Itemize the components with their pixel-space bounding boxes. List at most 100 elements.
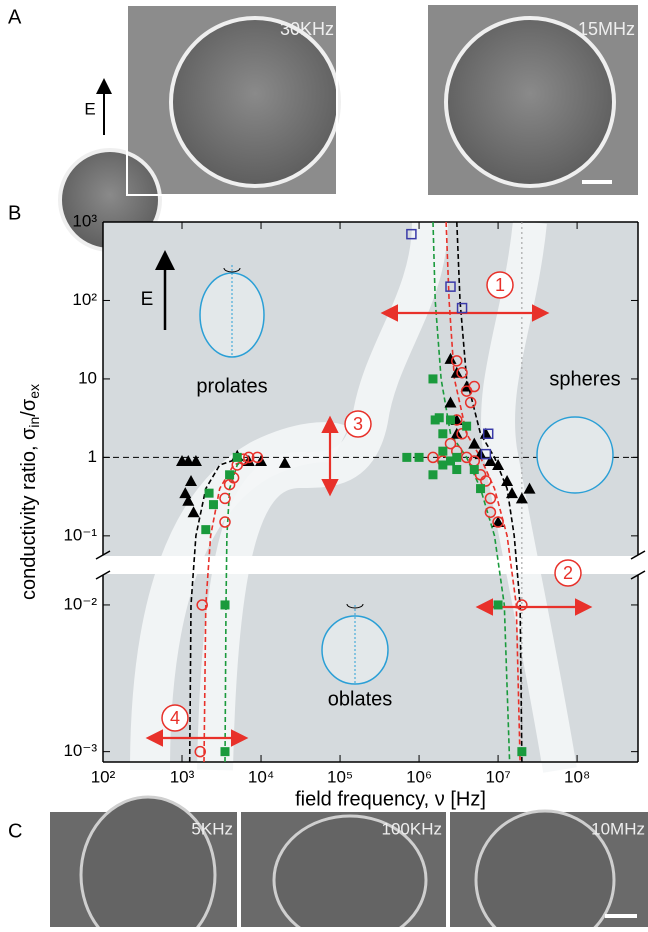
image-label: 5KHz bbox=[191, 819, 233, 838]
point bbox=[196, 599, 208, 611]
point bbox=[444, 396, 457, 408]
point bbox=[185, 475, 198, 487]
panel-label: A bbox=[8, 6, 22, 28]
annotation-label: 4 bbox=[170, 708, 180, 728]
point bbox=[427, 451, 439, 464]
point bbox=[208, 500, 218, 510]
x-tick-label: 10⁸ bbox=[564, 767, 590, 786]
panel-label: C bbox=[8, 820, 22, 842]
x-tick-label: 10² bbox=[91, 767, 116, 786]
point bbox=[452, 465, 462, 475]
point bbox=[505, 487, 518, 499]
point bbox=[484, 506, 497, 518]
point bbox=[444, 352, 457, 364]
point bbox=[480, 475, 492, 487]
region-label: oblates bbox=[328, 688, 393, 710]
point bbox=[438, 460, 448, 470]
axis-break bbox=[630, 550, 646, 560]
point bbox=[182, 454, 195, 466]
annotation-circle bbox=[486, 271, 514, 299]
point bbox=[402, 452, 412, 462]
field-label: E bbox=[84, 99, 95, 118]
y-tick-label: 10² bbox=[72, 290, 97, 309]
annotation-circle bbox=[344, 410, 372, 438]
point bbox=[446, 456, 456, 466]
point bbox=[219, 492, 231, 505]
point bbox=[243, 451, 255, 464]
image-label: 10MHz bbox=[591, 819, 645, 838]
axis-break bbox=[95, 570, 111, 580]
point bbox=[251, 451, 264, 464]
point bbox=[189, 454, 202, 466]
y-tick-label: 10⁻² bbox=[63, 594, 97, 613]
point bbox=[479, 427, 492, 439]
point bbox=[523, 482, 536, 494]
point bbox=[220, 600, 230, 610]
annotation-label: 3 bbox=[353, 414, 363, 434]
point bbox=[452, 452, 462, 462]
y-tick-label: 10⁻¹ bbox=[63, 525, 97, 544]
micrograph bbox=[428, 5, 638, 195]
y-tick-label: 10⁻³ bbox=[63, 741, 97, 760]
image-label: 100KHz bbox=[382, 819, 442, 838]
point bbox=[232, 452, 242, 462]
point bbox=[219, 516, 231, 528]
y-axis-label-part: conductivity ratio, σ bbox=[18, 427, 40, 600]
x-axis-label: field frequency, ν [Hz] bbox=[295, 788, 486, 810]
field-label: E bbox=[141, 289, 154, 310]
point bbox=[414, 452, 424, 462]
point bbox=[225, 470, 235, 480]
point bbox=[492, 516, 505, 528]
point bbox=[480, 448, 492, 460]
point bbox=[456, 366, 468, 379]
point bbox=[201, 525, 211, 535]
point bbox=[517, 747, 527, 757]
point bbox=[516, 599, 528, 611]
shape-icon bbox=[536, 416, 614, 494]
point bbox=[406, 228, 417, 240]
fit-curve bbox=[188, 221, 523, 763]
rotation-icon bbox=[346, 603, 364, 609]
axis-break bbox=[630, 570, 646, 580]
region-label: prolates bbox=[196, 375, 267, 397]
point bbox=[476, 484, 486, 494]
x-tick-label: 10⁷ bbox=[486, 767, 511, 786]
point bbox=[464, 396, 477, 409]
region-band bbox=[481, 220, 577, 773]
region-band bbox=[130, 422, 349, 771]
point bbox=[278, 456, 291, 468]
point bbox=[492, 458, 505, 470]
y-axis-label-part: ex bbox=[26, 384, 42, 399]
point bbox=[501, 475, 514, 487]
point bbox=[438, 446, 448, 456]
y-axis-label: conductivity ratio, σin/σex bbox=[18, 384, 41, 600]
point bbox=[468, 437, 481, 449]
point bbox=[456, 302, 468, 314]
point bbox=[469, 465, 479, 475]
point bbox=[493, 600, 503, 610]
axis-break bbox=[95, 550, 111, 560]
point bbox=[468, 380, 481, 393]
point bbox=[482, 428, 494, 440]
y-axis-label-part: /σ bbox=[18, 398, 40, 417]
x-tick-label: 10³ bbox=[170, 767, 195, 786]
fit-curve bbox=[224, 221, 511, 763]
y-tick-label: 10³ bbox=[72, 211, 97, 230]
point bbox=[444, 437, 457, 450]
x-tick-label: 10⁵ bbox=[327, 767, 353, 786]
panel-label: B bbox=[8, 202, 21, 224]
annotation-label: 2 bbox=[563, 563, 573, 583]
point bbox=[484, 492, 497, 505]
point bbox=[484, 454, 497, 466]
y-axis-label-part: in bbox=[26, 417, 42, 428]
x-tick-label: 10⁶ bbox=[406, 767, 432, 786]
plot: 10² 10³ 10⁴ 10⁵ 10⁶ 10⁷ 10⁸ 10⁻³ 10⁻² 10⁻¹ 1 10 10² 1… bbox=[18, 211, 646, 810]
rotation-icon bbox=[223, 267, 241, 273]
image-label: 15MHz bbox=[578, 19, 635, 39]
point bbox=[456, 428, 468, 440]
point bbox=[428, 374, 438, 384]
annotation-circle bbox=[554, 559, 582, 587]
region-label: spheres bbox=[549, 368, 620, 390]
point bbox=[445, 281, 456, 292]
